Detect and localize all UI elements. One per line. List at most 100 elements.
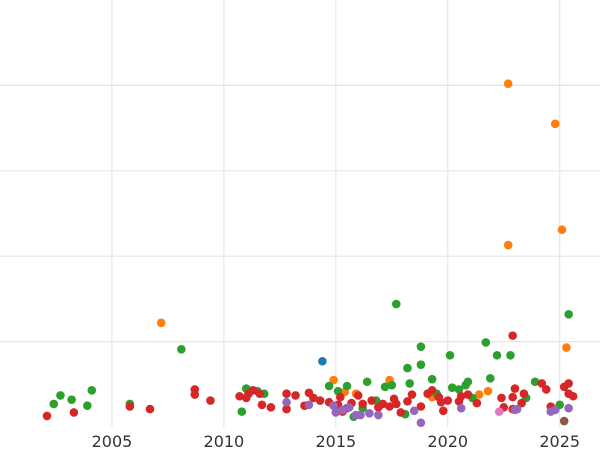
x-tick-label: 2010	[204, 432, 245, 450]
data-point-purple	[564, 403, 573, 413]
data-point-green	[564, 309, 573, 319]
data-point-red	[497, 393, 506, 403]
data-point-red	[125, 402, 135, 411]
data-point-red	[403, 397, 412, 406]
data-point-red	[510, 384, 520, 393]
data-point-green	[445, 350, 455, 360]
data-point-green	[506, 350, 515, 360]
data-point-red	[145, 404, 155, 414]
data-point-brown	[559, 416, 569, 426]
data-point-pink	[494, 407, 504, 416]
data-point-orange	[562, 343, 571, 352]
data-point-green	[237, 407, 247, 416]
data-point-red	[438, 406, 448, 416]
x-gridlines	[111, 0, 561, 427]
data-point-green	[87, 385, 97, 395]
data-point-green	[56, 391, 65, 400]
x-tick-label: 2015	[315, 432, 356, 450]
data-point-red	[353, 391, 363, 400]
data-point-orange	[156, 318, 166, 328]
data-point-purple	[356, 410, 365, 420]
data-point-red	[463, 390, 473, 399]
data-point-green	[416, 360, 426, 369]
data-point-orange	[503, 240, 513, 250]
data-point-red	[508, 331, 517, 340]
data-point-green	[342, 381, 352, 391]
data-point-orange	[550, 119, 560, 129]
x-tick-label: 2025	[539, 432, 580, 450]
data-point-green	[416, 342, 426, 352]
data-point-orange	[483, 386, 493, 396]
data-point-red	[564, 379, 573, 388]
data-point-red	[391, 399, 401, 409]
data-point-red	[537, 379, 547, 388]
x-tick-label: 2020	[427, 432, 468, 450]
data-point-blue	[318, 356, 327, 366]
data-point-green	[391, 299, 401, 309]
data-point-green	[177, 344, 186, 354]
data-point-green	[403, 363, 412, 373]
data-point-red	[416, 402, 426, 411]
data-point-red	[396, 408, 406, 417]
data-point-purple	[456, 403, 466, 413]
y-gridlines	[0, 84, 600, 343]
data-point-red	[367, 396, 376, 405]
data-point-green	[405, 379, 415, 388]
data-point-red	[378, 399, 388, 409]
data-point-green	[454, 385, 464, 394]
data-point-red	[568, 391, 578, 401]
data-point-green	[83, 401, 92, 410]
data-points	[42, 79, 578, 428]
data-point-red	[69, 408, 79, 417]
data-point-red	[335, 392, 345, 402]
data-point-purple	[282, 397, 291, 407]
data-point-green	[324, 381, 334, 391]
data-point-purple	[374, 410, 383, 420]
data-point-red	[190, 390, 200, 399]
data-point-purple	[304, 400, 314, 410]
data-point-red	[541, 385, 551, 394]
data-point-red	[385, 402, 394, 411]
data-point-red	[472, 398, 482, 408]
data-point-green	[387, 380, 397, 390]
data-point-green	[530, 377, 540, 387]
data-point-red	[358, 399, 367, 409]
data-point-red	[443, 396, 453, 405]
data-point-green	[485, 374, 495, 383]
data-point-orange	[557, 225, 567, 235]
data-point-red	[436, 397, 446, 407]
data-point-purple	[365, 409, 374, 418]
data-point-red	[248, 385, 258, 395]
data-point-purple	[338, 405, 347, 415]
data-point-purple	[512, 404, 522, 414]
data-point-orange	[503, 79, 513, 88]
data-point-red	[282, 389, 291, 398]
data-point-green	[481, 338, 491, 347]
data-point-green	[492, 350, 502, 360]
data-point-purple	[331, 408, 341, 417]
data-point-green	[463, 377, 473, 387]
data-point-purple	[550, 405, 560, 415]
data-point-green	[380, 382, 390, 392]
data-point-red	[517, 398, 526, 408]
data-point-red	[309, 393, 318, 403]
data-point-red	[235, 391, 244, 401]
data-point-purple	[416, 418, 426, 428]
data-point-orange	[474, 390, 484, 399]
data-point-red	[282, 404, 291, 414]
data-point-red	[456, 391, 466, 401]
data-point-red	[407, 390, 417, 399]
data-point-red	[42, 411, 52, 421]
data-point-purple	[329, 401, 338, 410]
data-point-red	[255, 389, 265, 398]
data-point-orange	[329, 375, 338, 385]
data-point-green	[447, 383, 457, 393]
data-point-green	[427, 374, 437, 384]
data-point-green	[67, 395, 76, 404]
data-point-red	[206, 396, 215, 405]
data-point-red	[266, 403, 276, 412]
data-point-red	[315, 396, 325, 405]
data-point-red	[427, 385, 437, 395]
data-point-purple	[409, 406, 419, 416]
